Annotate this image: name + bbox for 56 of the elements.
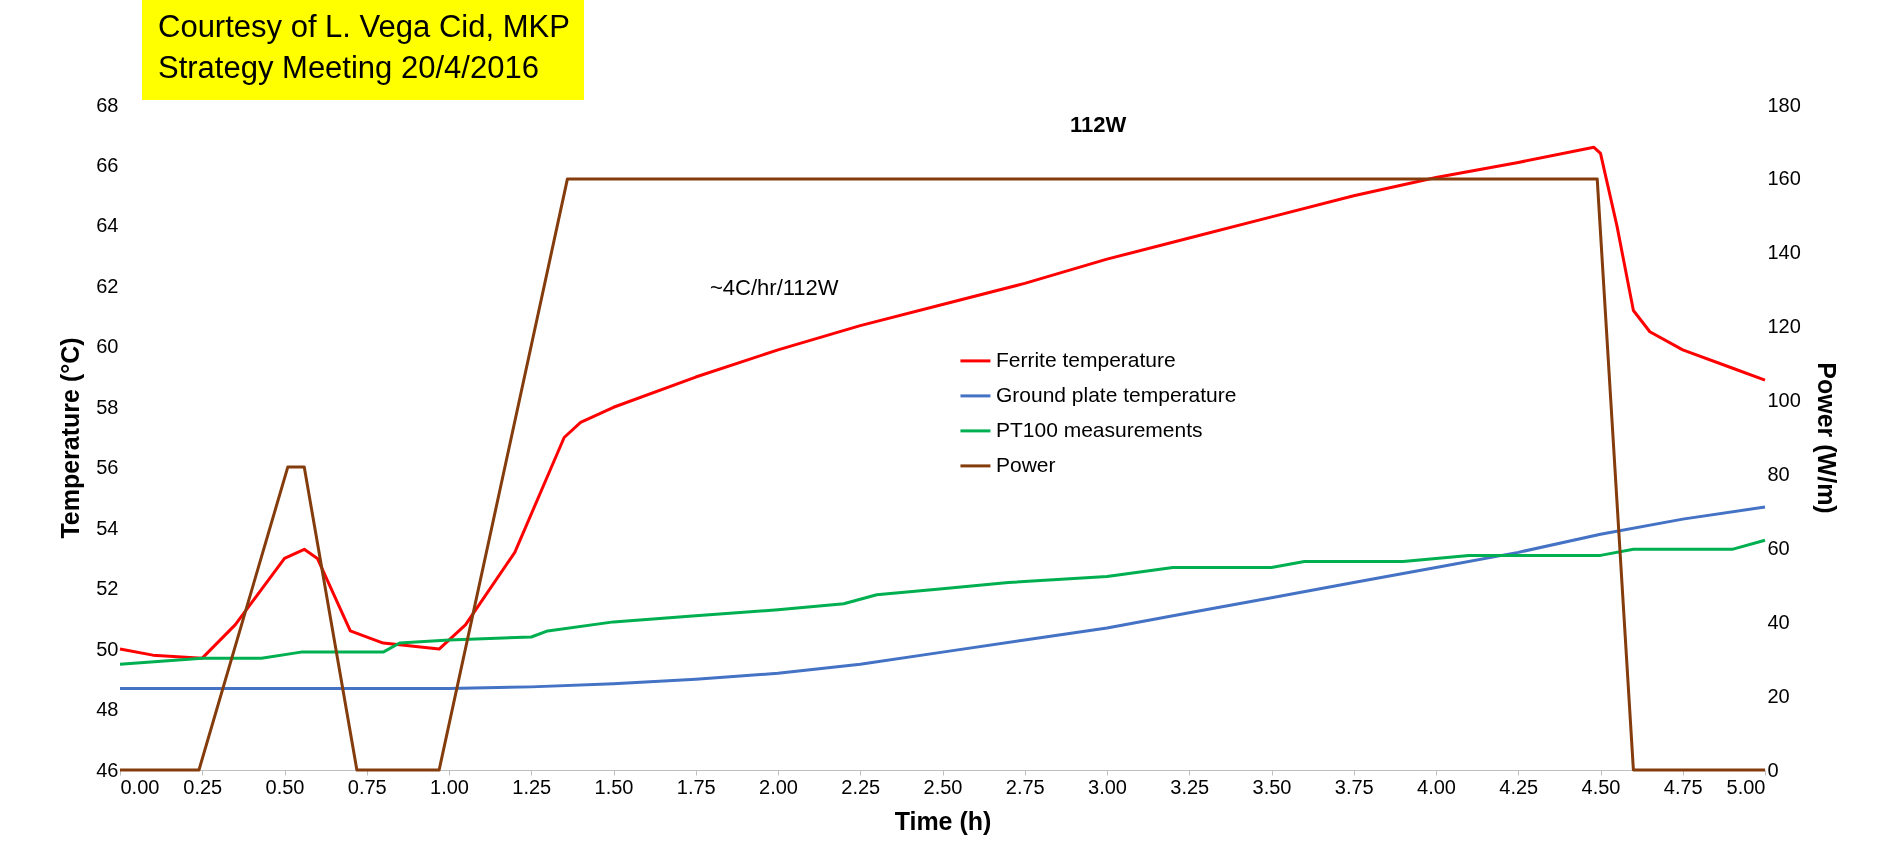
y2-tick-label: 100: [1767, 389, 1801, 412]
x-tick-label: 2.75: [1005, 775, 1045, 798]
y-tick-label: 68: [96, 93, 119, 116]
y2-tick-label: 180: [1767, 93, 1801, 116]
x-tick-label: 3.75: [1334, 775, 1374, 798]
x-tick-label: 4.25: [1499, 775, 1539, 798]
y2-tick-label: 60: [1767, 536, 1790, 559]
x-tick-label: 0.75: [347, 775, 387, 798]
y-tick-label: 62: [96, 274, 119, 297]
y2-tick-label: 140: [1767, 241, 1801, 264]
y-tick-label: 66: [96, 153, 119, 176]
x-tick-label: 2.50: [923, 775, 963, 798]
y2-tick-label: 20: [1767, 684, 1790, 707]
x-tick-label: 3.50: [1252, 775, 1292, 798]
x-tick-label: 3.00: [1088, 775, 1127, 798]
line-series: [118, 505, 1767, 690]
x-tick-label: 1.75: [676, 775, 716, 798]
y-tick-label: 58: [96, 395, 119, 418]
text: Courtesy of L. Vega Cid, MKP Strategy Meeting 20/4/2016: [142, 0, 584, 100]
x-tick-label: 1.50: [594, 775, 634, 798]
y-tick-label: 48: [96, 698, 119, 721]
y2-tick-label: 160: [1767, 167, 1801, 190]
annotation: ~4C/hr/112W: [710, 275, 839, 301]
y2-tick-label: 40: [1767, 610, 1790, 633]
y-tick-label: 50: [96, 637, 119, 660]
legend-label: Ferrite temperature: [995, 347, 1176, 371]
x-axis-title: Time (h): [894, 806, 992, 835]
x-tick-label: 0.25: [183, 775, 223, 798]
y-tick-label: 64: [96, 214, 119, 237]
y2-axis-title: Power (W/m): [1812, 362, 1841, 514]
line-series: [118, 538, 1767, 666]
x-tick-label: 0.00: [120, 775, 160, 798]
y-tick-label: 46: [96, 758, 119, 781]
y-tick-label: 52: [96, 577, 119, 600]
x-tick-label: 2.00: [759, 775, 798, 798]
x-tick-label: 4.00: [1417, 775, 1456, 798]
legend-label: PT100 measurements: [995, 417, 1203, 441]
y-tick-label: 60: [96, 335, 119, 358]
y-axis-title: Temperature (°C): [56, 337, 85, 539]
legend-label: Ground plate temperature: [995, 382, 1237, 406]
x-tick-label: 3.25: [1170, 775, 1210, 798]
y-tick-label: 56: [96, 456, 119, 479]
x-tick-label: 2.25: [841, 775, 881, 798]
x-tick-label: 0.50: [265, 775, 305, 798]
legend-label: Power: [995, 452, 1056, 476]
y2-tick-label: 80: [1767, 462, 1790, 485]
y-tick-label: 54: [96, 516, 119, 539]
x-tick-label: 4.50: [1581, 775, 1621, 798]
x-tick-label: 5.00: [1726, 775, 1766, 798]
x-tick-label: 1.00: [430, 775, 469, 798]
y2-tick-label: 120: [1767, 315, 1801, 338]
x-tick-label: 1.25: [512, 775, 552, 798]
line-series: [118, 145, 1767, 660]
x-tick-label: 4.75: [1663, 775, 1703, 798]
annotation: 112W: [1070, 112, 1127, 138]
y2-tick-label: 0: [1767, 758, 1779, 781]
